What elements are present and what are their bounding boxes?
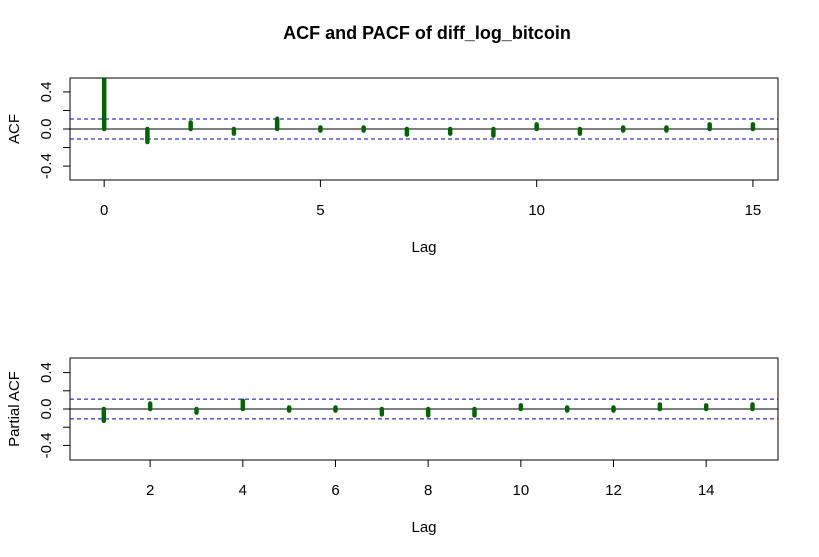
x-tick-label: 12 — [605, 482, 622, 499]
y-axis-label: ACF — [6, 114, 23, 144]
x-tick-label: 10 — [512, 482, 529, 499]
y-axis-label: Partial ACF — [6, 371, 23, 447]
x-tick-label: 6 — [331, 482, 339, 499]
x-tick-label: 14 — [698, 482, 715, 499]
x-tick-label: 15 — [745, 202, 762, 219]
y-tick-label: 0.4 — [38, 81, 55, 102]
y-tick-label: -0.4 — [38, 153, 55, 179]
y-tick-label: 0.0 — [38, 399, 55, 420]
x-tick-label: 8 — [424, 482, 432, 499]
x-tick-label: 2 — [146, 482, 154, 499]
y-tick-label: 0.0 — [38, 119, 55, 140]
x-tick-label: 10 — [528, 202, 545, 219]
chart-title: ACF and PACF of diff_log_bitcoin — [283, 23, 571, 43]
y-tick-label: 0.4 — [38, 362, 55, 383]
x-tick-label: 4 — [239, 482, 247, 499]
x-axis-label: Lag — [411, 239, 436, 256]
x-tick-label: 0 — [100, 202, 108, 219]
x-tick-label: 5 — [316, 202, 324, 219]
x-axis-label: Lag — [411, 519, 436, 536]
y-tick-label: -0.4 — [38, 432, 55, 458]
